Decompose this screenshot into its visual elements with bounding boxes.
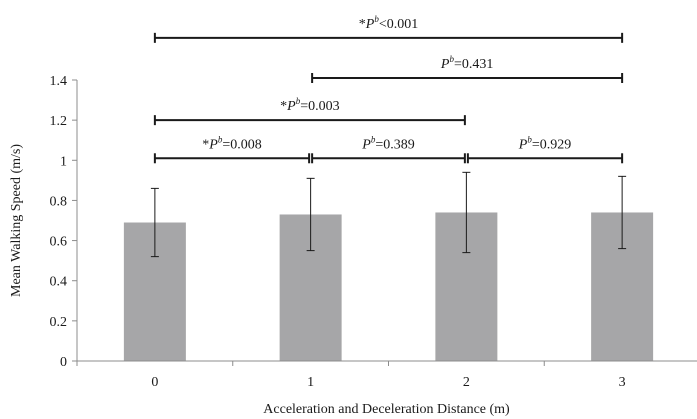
p-value-label: Pb=0.929: [518, 134, 571, 152]
x-tick-label: 1: [307, 375, 314, 390]
p-value-label: *Pb=0.008: [202, 134, 261, 152]
y-tick-label: 0.4: [50, 275, 68, 290]
y-tick-label: 0.8: [50, 194, 68, 209]
comparison-bracket: *Pb=0.008: [153, 134, 311, 164]
y-tick-label: 1.2: [50, 114, 68, 129]
x-tick-label: 3: [619, 375, 626, 390]
y-tick-label: 0.2: [50, 315, 68, 330]
x-tick-label: 0: [151, 375, 158, 390]
p-value-label: *Pb=0.003: [280, 96, 339, 114]
y-tick-label: 0: [60, 355, 67, 370]
bars-group: [123, 212, 654, 361]
comparison-bracket: Pb=0.431: [311, 54, 624, 83]
x-ticks-group: 0 1 2 3: [76, 361, 626, 390]
comparison-brackets-group: *Pb<0.001 Pb=0.431 *Pb=0.003 *Pb=0.008 Pb=0.…: [153, 14, 624, 164]
p-value-label: *Pb<0.001: [359, 14, 418, 32]
error-bars-group: [150, 171, 627, 258]
x-axis-title: Acceleration and Deceleration Distance (…: [263, 402, 510, 417]
comparison-bracket: *Pb<0.001: [153, 14, 624, 43]
x-tick-label: 2: [463, 375, 470, 390]
y-tick-label: 1: [60, 154, 67, 169]
p-value-label: Pb=0.431: [440, 54, 493, 72]
y-axis-title: Mean Walking Speed (m/s): [9, 144, 24, 297]
p-value-label: Pb=0.389: [361, 134, 414, 152]
y-ticks-group: 0 0.2 0.4 0.6 0.8 1 1.2 1.4: [50, 74, 77, 370]
comparison-bracket: Pb=0.389: [311, 134, 466, 164]
y-tick-label: 1.4: [50, 74, 68, 89]
y-tick-label: 0.6: [50, 235, 68, 250]
axes-group: [76, 80, 697, 362]
comparison-bracket: *Pb=0.003: [153, 96, 466, 126]
comparison-bracket: Pb=0.929: [466, 134, 624, 164]
